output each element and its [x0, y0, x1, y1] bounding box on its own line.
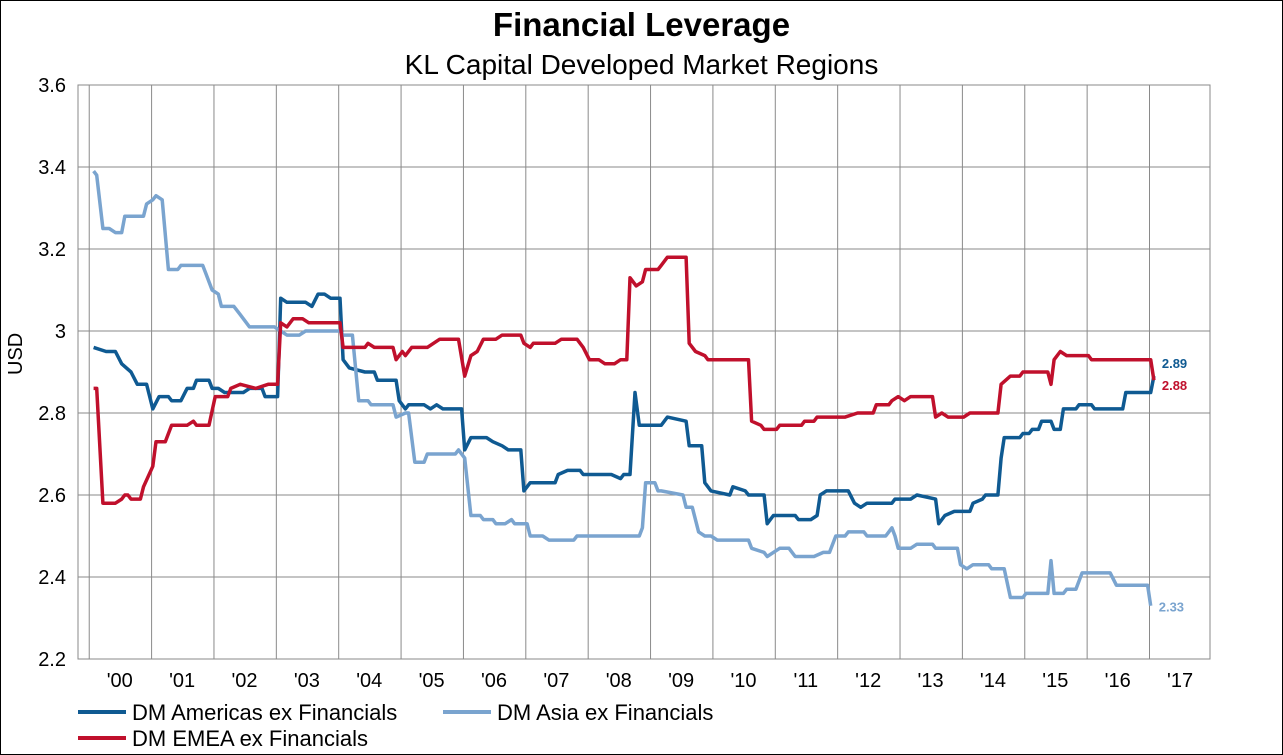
- y-tick-label: 2.6: [38, 485, 66, 507]
- y-tick-label: 3.2: [38, 239, 66, 261]
- y-tick-label: 2.8: [38, 403, 66, 425]
- chart-title: Financial Leverage: [492, 6, 791, 43]
- y-tick-label: 3.6: [38, 75, 66, 97]
- chart-subtitle: KL Capital Developed Market Regions: [404, 49, 879, 80]
- x-tick-label: '02: [231, 670, 257, 692]
- y-tick-labels: 3.6 3.4 3.2 3 2.8 2.6 2.4 2.2: [38, 75, 66, 671]
- x-tick-label: '08: [606, 670, 632, 692]
- x-tick-label: '17: [1167, 670, 1193, 692]
- series-line-1: [92, 170, 1153, 606]
- y-tick-label: 2.2: [38, 649, 66, 671]
- x-tick-label: '05: [419, 670, 445, 692]
- legend-item-emea: DM EMEA ex Financials: [78, 726, 368, 752]
- x-tick-label: '12: [855, 670, 881, 692]
- x-tick-label: '09: [668, 670, 694, 692]
- x-tick-label: '01: [169, 670, 195, 692]
- y-tick-label: 2.4: [38, 567, 66, 589]
- series-lines: [92, 170, 1156, 606]
- y-tick-label: 3: [55, 321, 66, 343]
- x-tick-label: '04: [356, 670, 382, 692]
- legend-swatch-emea: [78, 736, 126, 741]
- end-labels: 2.89 2.33 2.88: [1159, 356, 1187, 615]
- legend-label-asia: DM Asia ex Financials: [497, 700, 714, 725]
- x-tick-label: '15: [1042, 670, 1068, 692]
- legend-label-emea: DM EMEA ex Financials: [132, 726, 368, 751]
- x-tick-label: '10: [730, 670, 756, 692]
- x-tick-label: '03: [294, 670, 320, 692]
- legend-item-americas: DM Americas ex Financials: [78, 700, 397, 726]
- legend-swatch-americas: [78, 710, 126, 715]
- x-tick-label: '13: [918, 670, 944, 692]
- grid-lines: [77, 84, 1211, 660]
- x-tick-label: '14: [980, 670, 1006, 692]
- x-tick-label: '07: [543, 670, 569, 692]
- x-tick-label: '11: [794, 670, 819, 692]
- x-tick-label: '06: [481, 670, 507, 692]
- x-tick-label: '16: [1105, 670, 1131, 692]
- series-line-2: [93, 255, 1156, 505]
- end-label-2: 2.88: [1162, 378, 1187, 393]
- end-label-0: 2.89: [1162, 356, 1187, 371]
- legend-label-americas: DM Americas ex Financials: [132, 700, 398, 725]
- x-tick-labels: '00 '01 '02 '03 '04 '05 '06 '07 '08 '09 '10 '11 '12 '…: [107, 670, 1193, 692]
- legend-item-asia: DM Asia ex Financials: [443, 700, 713, 726]
- legend-swatch-asia: [443, 710, 491, 715]
- y-tick-label: 3.4: [38, 157, 66, 179]
- x-tick-label: '00: [107, 670, 133, 692]
- end-label-1: 2.33: [1159, 600, 1184, 615]
